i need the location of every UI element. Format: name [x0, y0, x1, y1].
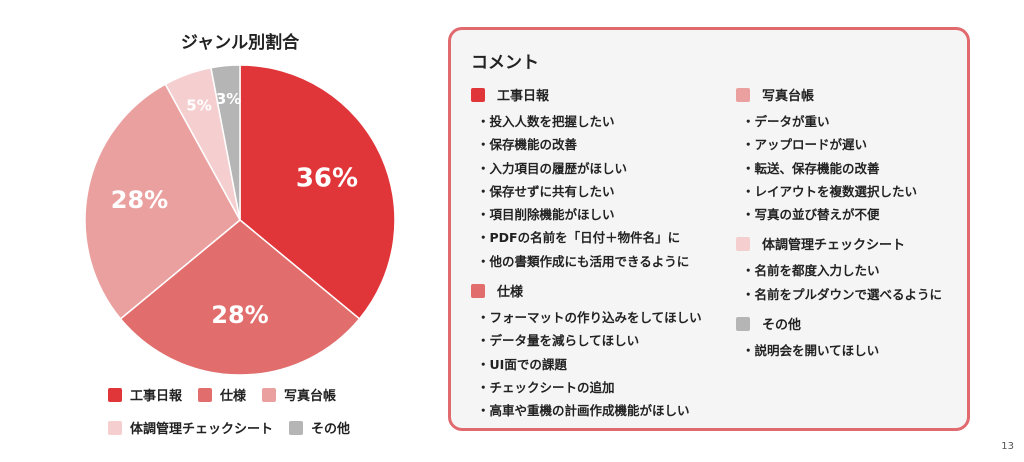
legend-swatch	[289, 420, 304, 435]
legend-label: その他	[311, 422, 351, 437]
legend-label: 体調管理チェックシート	[130, 422, 274, 437]
pie-label-1: 36%	[296, 164, 358, 194]
comment-item: 説明会を開いてほしい	[736, 339, 966, 362]
comment-item: アップロードが遅い	[736, 133, 966, 156]
comment-item: フォーマットの作り込みをしてほしい	[471, 306, 731, 329]
comment-panel: コメント 工事日報 投入人数を把握したい 保存機能の改善 入力項目の履歴がほしい…	[448, 27, 970, 431]
section-swatch	[471, 283, 485, 298]
comment-item: 写真の並び替えが不便	[736, 203, 966, 226]
section-title: 体調管理チェックシート	[762, 238, 906, 254]
pie-slice-5	[210, 64, 241, 221]
pie-label-4: 5%	[186, 97, 211, 115]
legend-item-kouji-nippou: 工事日報	[108, 385, 182, 404]
comment-section-shiyou: 仕様 フォーマットの作り込みをしてほしい データ量を減らしてほしい UI面での課…	[471, 281, 731, 422]
legend-swatch	[198, 387, 213, 402]
pie-label-5: 3%	[216, 90, 241, 108]
section-header: 仕様	[471, 281, 731, 300]
comment-item: 入力項目の履歴がほしい	[471, 157, 731, 180]
comment-item: 投入人数を把握したい	[471, 110, 731, 133]
legend-label: 写真台帳	[284, 389, 337, 404]
pie-label-3: 28%	[111, 186, 168, 214]
legend-swatch	[262, 387, 277, 402]
section-swatch	[471, 87, 485, 102]
chart-legend: 工事日報 仕様 写真台帳 体調管理チェックシート その他	[108, 385, 408, 451]
legend-row-1: 工事日報 仕様 写真台帳	[108, 385, 408, 404]
comment-section-taichou-kanri: 体調管理チェックシート 名前を都度入力したい 名前をプルダウンで選べるように	[736, 234, 966, 306]
section-title: 工事日報	[497, 89, 550, 104]
pie-label-2: 28%	[211, 301, 268, 329]
section-title: 仕様	[497, 285, 524, 301]
page-number: 13	[1001, 441, 1014, 452]
comment-item: データが重い	[736, 110, 966, 133]
section-header: 体調管理チェックシート	[736, 234, 966, 253]
legend-label: 工事日報	[130, 389, 183, 404]
legend-item-sonota: その他	[289, 418, 350, 437]
comment-item: 名前を都度入力したい	[736, 259, 966, 282]
section-title: その他	[762, 318, 802, 334]
section-header: 工事日報	[471, 85, 731, 104]
section-header: 写真台帳	[736, 85, 966, 104]
comment-section-kouji-nippou: 工事日報 投入人数を把握したい 保存機能の改善 入力項目の履歴がほしい 保存せず…	[471, 85, 731, 273]
chart-title: ジャンル別割合	[180, 33, 300, 53]
comment-item: 転送、保存機能の改善	[736, 157, 966, 180]
legend-row-2: 体調管理チェックシート その他	[108, 418, 408, 437]
legend-item-shiyou: 仕様	[198, 385, 246, 404]
legend-item-taichou-kanri: 体調管理チェックシート	[108, 418, 273, 437]
legend-item-shashin-daichou: 写真台帳	[262, 385, 336, 404]
legend-swatch	[108, 420, 122, 435]
comment-item: レイアウトを複数選択したい	[736, 180, 966, 203]
comment-item: チェックシートの追加	[471, 376, 731, 399]
comment-item: 高車や重機の計画作成機能がほしい	[471, 399, 731, 422]
pie-slice-2	[119, 219, 361, 376]
comment-item: 保存せずに共有したい	[471, 180, 731, 203]
legend-swatch	[108, 387, 122, 402]
pie-slice-1	[239, 64, 396, 320]
comment-item: 名前をプルダウンで選べるように	[736, 283, 966, 306]
comment-section-sonota: その他 説明会を開いてほしい	[736, 314, 966, 362]
comment-item: 他の書類作成にも活用できるように	[471, 250, 731, 273]
legend-label: 仕様	[220, 389, 247, 404]
pie-chart: 36% 28% 28% 5% 3%	[84, 64, 396, 376]
comment-title: コメント	[471, 53, 539, 73]
section-swatch	[736, 87, 750, 102]
comment-section-shashin-daichou: 写真台帳 データが重い アップロードが遅い 転送、保存機能の改善 レイアウトを複…	[736, 85, 966, 226]
section-header: その他	[736, 314, 966, 333]
comment-item: 保存機能の改善	[471, 133, 731, 156]
pie-slice-3	[84, 83, 241, 320]
comment-item: UI面での課題	[471, 353, 731, 376]
section-title: 写真台帳	[762, 89, 815, 104]
comment-column-left: 工事日報 投入人数を把握したい 保存機能の改善 入力項目の履歴がほしい 保存せず…	[471, 85, 731, 431]
section-swatch	[736, 236, 750, 251]
comment-item: 項目削除機能がほしい	[471, 203, 731, 226]
comment-item: データ量を減らしてほしい	[471, 329, 731, 352]
comment-column-right: 写真台帳 データが重い アップロードが遅い 転送、保存機能の改善 レイアウトを複…	[736, 85, 966, 370]
comment-item: PDFの名前を「日付＋物件名」に	[471, 226, 731, 249]
section-swatch	[736, 316, 750, 331]
